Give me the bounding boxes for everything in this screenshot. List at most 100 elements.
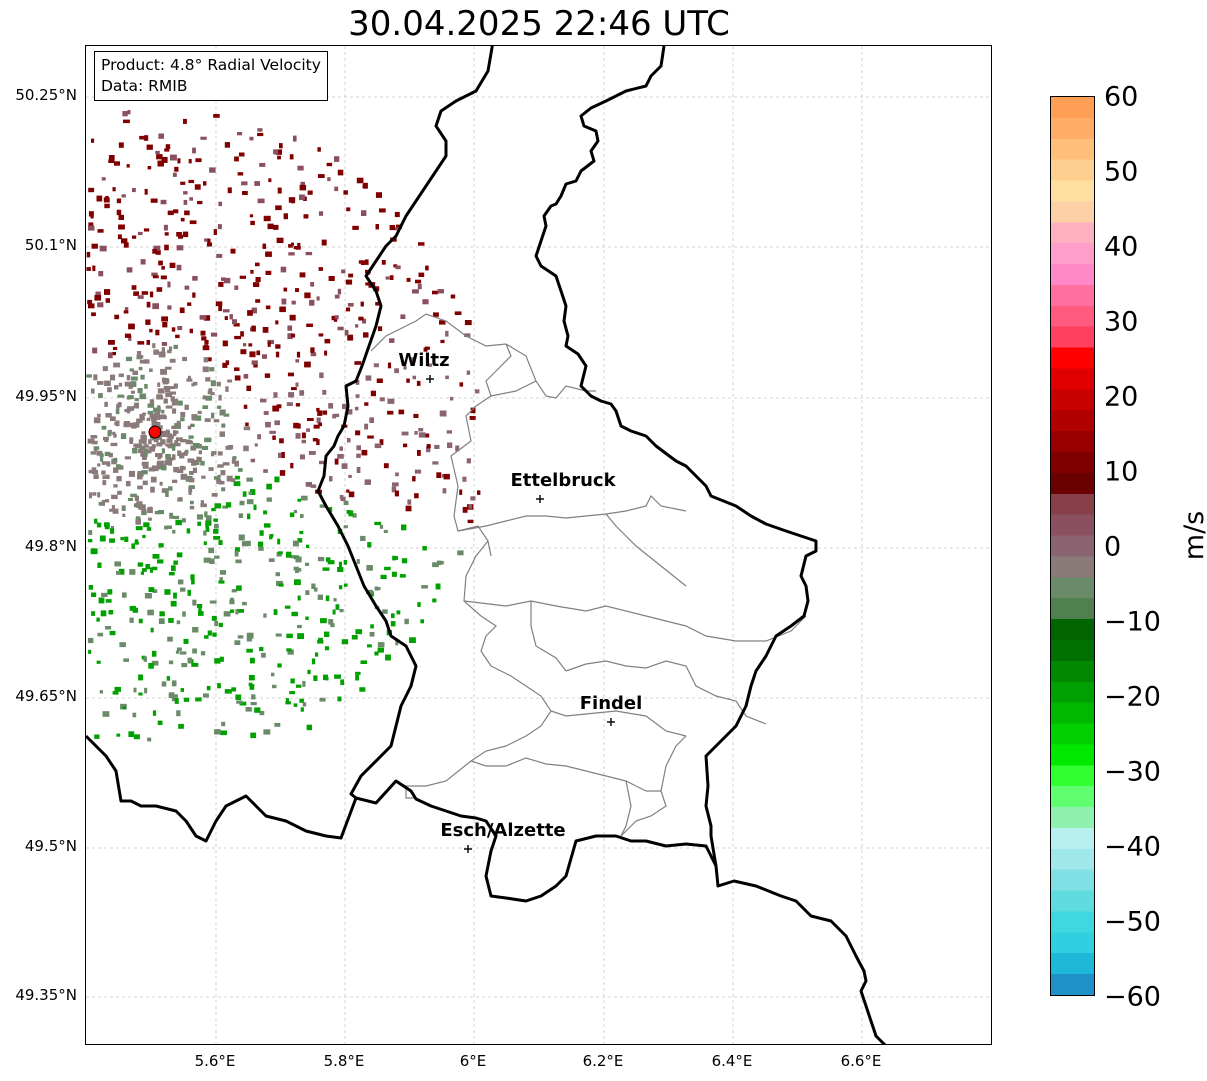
radar-echo-pixel (295, 382, 299, 387)
radar-echo-pixel (112, 691, 119, 695)
radar-echo-pixel (234, 460, 239, 467)
radar-echo-pixel (198, 607, 202, 613)
radar-echo-pixel (289, 512, 295, 518)
radar-echo-pixel (315, 652, 319, 657)
radar-echo-pixel (125, 480, 131, 487)
radar-echo-pixel (263, 510, 268, 515)
radar-echo-pixel (292, 540, 299, 547)
radar-echo-pixel (330, 623, 335, 628)
radar-echo-pixel (206, 685, 211, 691)
radar-echo-pixel (311, 658, 316, 665)
radar-echo-pixel (365, 375, 372, 381)
radar-echo-pixel (91, 611, 96, 616)
radar-echo-pixel (176, 232, 182, 237)
radar-echo-pixel (173, 560, 178, 565)
radar-echo-pixel (130, 381, 137, 387)
radar-echo-pixel (176, 710, 181, 717)
radar-echo-pixel (114, 561, 121, 567)
radar-echo-pixel (165, 491, 169, 497)
radar-echo-pixel (152, 589, 158, 593)
radar-echo-pixel (124, 307, 129, 312)
radar-echo-pixel (337, 288, 342, 295)
radar-echo-pixel (127, 406, 135, 411)
radar-echo-pixel (146, 301, 151, 308)
radar-echo-pixel (161, 342, 168, 346)
radar-echo-pixel (445, 330, 449, 337)
lon-tick-label: 6.2°E (582, 1052, 624, 1070)
radar-echo-pixel (394, 490, 399, 497)
radar-echo-pixel (345, 307, 351, 312)
radar-echo-pixel (322, 389, 327, 395)
radar-echo-pixel (113, 467, 119, 473)
radar-echo-pixel (121, 194, 126, 198)
radar-echo-pixel (214, 729, 221, 735)
radar-echo-pixel (351, 635, 358, 640)
radar-echo-pixel (122, 513, 126, 517)
map-panel[interactable] (85, 45, 992, 1045)
radar-echo-pixel (97, 302, 104, 308)
radar-echo-pixel (107, 387, 112, 393)
country-borders (86, 46, 887, 1044)
radar-echo-pixel (301, 432, 306, 439)
lon-tick-label: 5.8°E (323, 1052, 365, 1070)
colorbar-tick-label: −10 (1104, 606, 1161, 638)
radar-echo-pixel (462, 476, 467, 482)
radar-echo-pixel (417, 450, 421, 456)
velocity-colorbar (1050, 96, 1095, 996)
radar-echo-pixel (324, 646, 330, 651)
radar-echo-pixel (234, 550, 239, 557)
radar-echo-pixel (375, 302, 382, 306)
radar-echo-pixel (257, 128, 263, 132)
radar-echo-pixel (164, 232, 169, 236)
radar-echo-pixel (317, 594, 323, 600)
radar-echo-pixel (285, 701, 291, 705)
radar-echo-pixel (323, 674, 328, 681)
radar-echo-pixel (192, 648, 197, 654)
lon-tick-label: 6.6°E (840, 1052, 882, 1070)
radar-echo-pixel (383, 529, 388, 533)
city-markers (426, 375, 615, 853)
radar-echo-pixel (367, 435, 374, 439)
radar-echo-pixel (171, 399, 178, 406)
radar-echo-pixel (278, 452, 282, 458)
radar-echo-pixel (137, 562, 144, 567)
radar-echo-pixel (136, 354, 142, 360)
radar-echo-pixel (110, 526, 114, 530)
radar-echo-pixel (464, 320, 472, 326)
radar-echo-pixel (237, 172, 244, 176)
radar-echo-pixel (187, 589, 191, 596)
radar-echo-pixel (257, 541, 264, 547)
radar-echo-pixel (337, 169, 344, 176)
radar-echo-pixel (132, 712, 137, 718)
radar-echo-pixel (389, 275, 394, 280)
radar-echo-pixel (134, 402, 139, 409)
radar-echo-pixel (227, 379, 233, 383)
radar-echo-pixel (207, 390, 213, 395)
radar-echo-pixel (445, 375, 449, 380)
radar-echo-pixel (161, 347, 165, 353)
radar-echo-pixel (348, 491, 355, 498)
radar-echo-pixel (112, 352, 116, 356)
radar-echo-pixel (324, 350, 328, 356)
radar-echo-pixel (131, 543, 135, 549)
radar-echo-pixel (96, 522, 102, 528)
radar-echo-pixel (310, 484, 317, 488)
radar-echo-pixel (361, 449, 368, 456)
radar-echo-pixel (103, 197, 110, 203)
radar-echo-pixel (122, 592, 127, 598)
radar-echo-pixel (188, 477, 195, 483)
radar-echo-pixel (157, 405, 161, 410)
radar-echo-pixel (393, 264, 398, 268)
radar-echo-pixel (248, 675, 255, 681)
radar-echo-pixel (123, 658, 129, 662)
radar-echo-pixel (156, 154, 163, 160)
radar-echo-pixel (365, 282, 370, 286)
radar-echo-pixel (147, 410, 154, 415)
radar-echo-pixel (418, 242, 425, 246)
radar-echo-pixel (120, 433, 127, 440)
colorbar-tick-label: −30 (1104, 756, 1161, 788)
radar-echo-pixel (317, 410, 323, 416)
radar-echo-pixel (320, 618, 327, 624)
radar-echo-pixel (310, 347, 315, 353)
radar-echo-pixel (104, 203, 110, 209)
